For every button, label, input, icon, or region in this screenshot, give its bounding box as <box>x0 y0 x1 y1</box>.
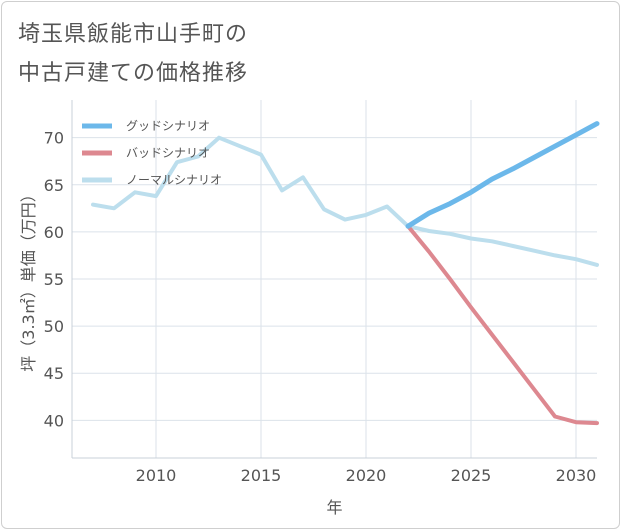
x-tick-label-2025: 2025 <box>451 466 492 485</box>
legend-label-1: バッドシナリオ <box>126 146 210 160</box>
x-tick-label-2030: 2030 <box>556 466 597 485</box>
x-tick-label-2020: 2020 <box>346 466 387 485</box>
x-tick-label-2015: 2015 <box>241 466 282 485</box>
x-tick-label-2010: 2010 <box>136 466 177 485</box>
y-tick-label-50: 50 <box>44 317 64 336</box>
legend-label-0: グッドシナリオ <box>126 119 210 133</box>
chart-title-line2: 中古戸建ての価格推移 <box>18 61 249 86</box>
y-tick-label-70: 70 <box>44 129 64 148</box>
series-line-2 <box>91 135 599 267</box>
legend-label-2: ノーマルシナリオ <box>126 173 222 187</box>
y-axis-label: 坪（3.3㎡）単価（万円） <box>19 186 38 371</box>
y-tick-label-65: 65 <box>44 176 64 195</box>
x-axis-label: 年 <box>326 498 342 517</box>
y-tick-label-60: 60 <box>44 223 64 242</box>
y-tick-label-40: 40 <box>44 411 64 430</box>
chart-title-line1: 埼玉県飯能市山手町の <box>18 22 249 47</box>
y-tick-label-45: 45 <box>44 364 64 383</box>
series-line-1 <box>406 224 599 426</box>
series-line-0 <box>405 121 600 229</box>
y-tick-label-55: 55 <box>44 270 64 289</box>
